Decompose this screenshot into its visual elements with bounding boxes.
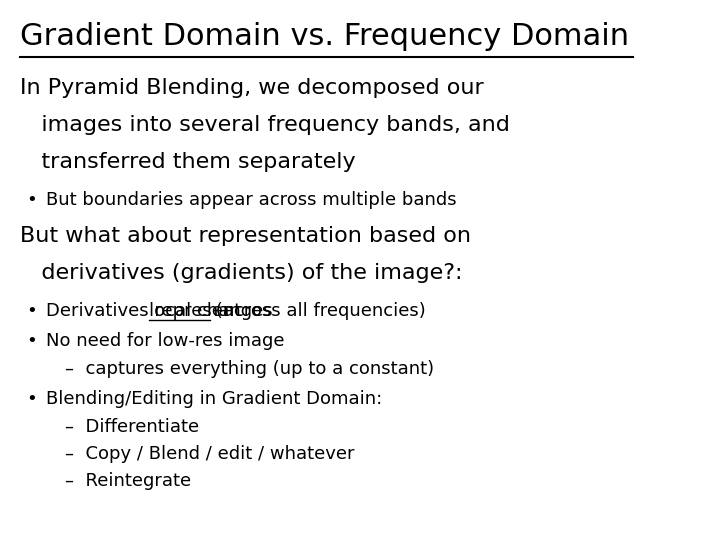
Text: derivatives (gradients) of the image?:: derivatives (gradients) of the image?: (19, 263, 462, 283)
Text: –  Differentiate: – Differentiate (66, 418, 199, 436)
Text: Gradient Domain vs. Frequency Domain: Gradient Domain vs. Frequency Domain (19, 22, 629, 51)
Text: In Pyramid Blending, we decomposed our: In Pyramid Blending, we decomposed our (19, 78, 483, 98)
Text: •: • (26, 390, 37, 408)
Text: transferred them separately: transferred them separately (19, 152, 355, 172)
Text: But what about representation based on: But what about representation based on (19, 226, 471, 246)
Text: •: • (26, 191, 37, 209)
Text: Blending/Editing in Gradient Domain:: Blending/Editing in Gradient Domain: (45, 390, 382, 408)
Text: local changes: local changes (149, 302, 273, 320)
Text: (across all frequencies): (across all frequencies) (210, 302, 426, 320)
Text: But boundaries appear across multiple bands: But boundaries appear across multiple ba… (45, 191, 456, 209)
Text: •: • (26, 332, 37, 350)
Text: No need for low-res image: No need for low-res image (45, 332, 284, 350)
Text: –  Reintegrate: – Reintegrate (66, 472, 192, 490)
Text: images into several frequency bands, and: images into several frequency bands, and (19, 115, 510, 135)
Text: –  Copy / Blend / edit / whatever: – Copy / Blend / edit / whatever (66, 445, 355, 463)
Text: –  captures everything (up to a constant): – captures everything (up to a constant) (66, 360, 434, 378)
Text: •: • (26, 302, 37, 320)
Text: Derivatives represent: Derivatives represent (45, 302, 247, 320)
